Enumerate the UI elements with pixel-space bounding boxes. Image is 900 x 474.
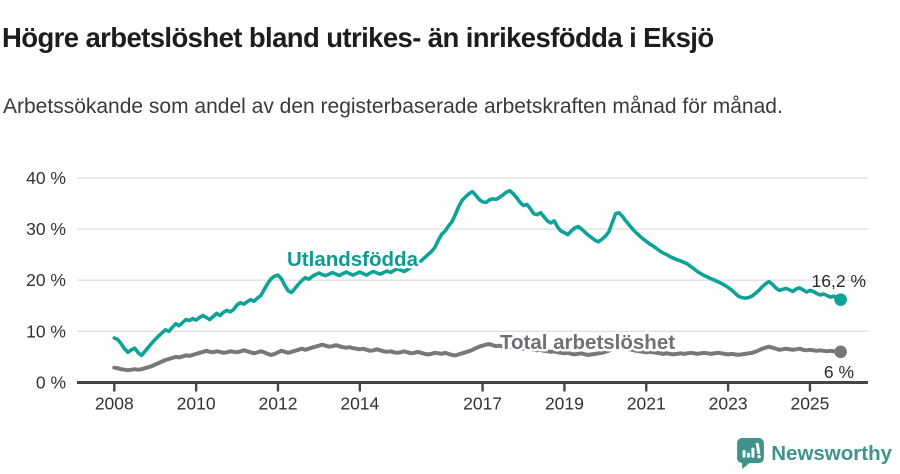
x-tick-label: 2017 [463, 394, 502, 414]
x-tick-label: 2019 [545, 394, 584, 414]
x-tick-label: 2021 [627, 394, 666, 414]
newsworthy-wordmark: Newsworthy [771, 441, 892, 465]
end-value-label: 6 % [824, 362, 854, 382]
series-line-utlandsfodda [112, 188, 843, 358]
x-tick-label: 2008 [95, 394, 134, 414]
series-end-dot [834, 293, 847, 306]
newsworthy-logo[interactable]: Newsworthy [737, 438, 892, 469]
y-tick-label: 40 % [26, 168, 66, 188]
series-label-total: Total arbetslöshet [500, 331, 675, 354]
series-label-utlandsfodda: Utlandsfödda [287, 248, 419, 271]
x-tick-label: 2023 [709, 394, 748, 414]
newsworthy-bar-chart-speech-bubble-icon [737, 438, 765, 469]
series-end-dot [834, 345, 847, 359]
x-tick-label: 2012 [259, 394, 298, 414]
y-tick-label: 30 % [26, 219, 66, 239]
x-tick-label: 2025 [790, 394, 829, 414]
y-tick-label: 20 % [26, 270, 66, 290]
series-line-total [112, 342, 843, 373]
y-tick-label: 10 % [26, 321, 66, 341]
x-tick-label: 2014 [340, 394, 379, 414]
page-title: Högre arbetslöshet bland utrikes- än inr… [2, 22, 714, 54]
x-tick-label: 2010 [177, 394, 216, 414]
chart-subtitle: Arbetssökande som andel av den registerb… [3, 95, 783, 118]
end-value-label: 16,2 % [812, 271, 866, 291]
y-tick-label: 0 % [36, 373, 66, 393]
